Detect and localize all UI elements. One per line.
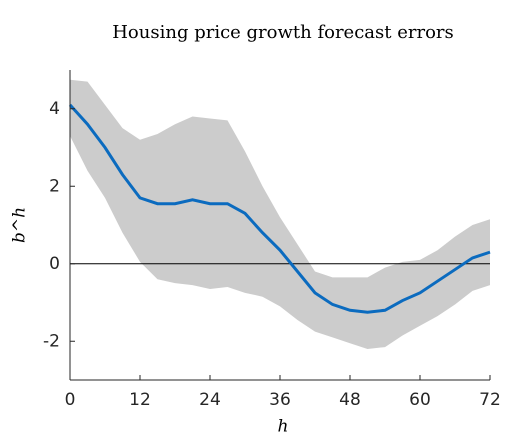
y-axis-label: b^h (10, 207, 30, 243)
estimate-line (68, 103, 491, 314)
x-tick-label: 48 (339, 390, 361, 410)
y-tick-label: 2 (49, 176, 60, 196)
x-axis-label: h (278, 417, 289, 436)
chart-title: Housing price growth forecast errors (112, 22, 454, 43)
x-tick-label: 72 (479, 390, 501, 410)
confidence-band (70, 79, 490, 349)
y-tick-label: -2 (43, 331, 60, 351)
x-tick-label: 36 (269, 390, 291, 410)
x-tick-label: 24 (199, 390, 221, 410)
x-tick-label: 0 (65, 390, 76, 410)
y-tick-label: 4 (49, 99, 60, 119)
y-tick-label: 0 (49, 254, 60, 274)
x-tick-label: 60 (409, 390, 431, 410)
x-tick-label: 12 (129, 390, 151, 410)
